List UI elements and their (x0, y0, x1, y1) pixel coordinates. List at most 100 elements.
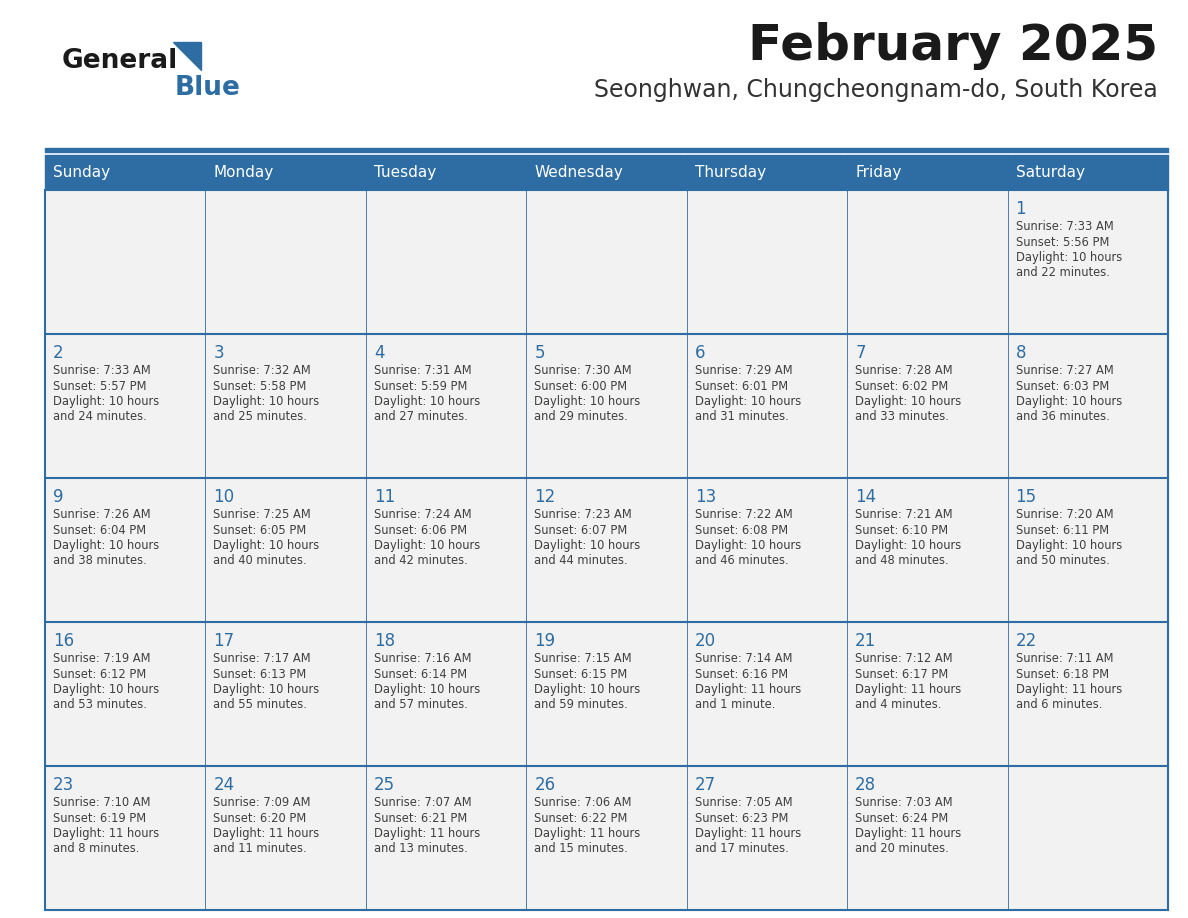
Text: 27: 27 (695, 776, 716, 794)
Text: Daylight: 10 hours: Daylight: 10 hours (214, 539, 320, 552)
Text: and 59 minutes.: and 59 minutes. (535, 699, 628, 711)
Text: Sunrise: 7:10 AM: Sunrise: 7:10 AM (53, 796, 151, 809)
Text: Sunset: 6:08 PM: Sunset: 6:08 PM (695, 523, 788, 536)
Text: and 13 minutes.: and 13 minutes. (374, 843, 468, 856)
Text: and 1 minute.: and 1 minute. (695, 699, 775, 711)
Text: 11: 11 (374, 488, 396, 506)
Text: 19: 19 (535, 632, 556, 650)
Text: 23: 23 (53, 776, 74, 794)
Text: and 6 minutes.: and 6 minutes. (1016, 699, 1102, 711)
Text: Sunset: 6:05 PM: Sunset: 6:05 PM (214, 523, 307, 536)
Text: Daylight: 11 hours: Daylight: 11 hours (535, 827, 640, 840)
Text: Sunrise: 7:09 AM: Sunrise: 7:09 AM (214, 796, 311, 809)
Text: Sunrise: 7:15 AM: Sunrise: 7:15 AM (535, 652, 632, 665)
Text: Sunrise: 7:22 AM: Sunrise: 7:22 AM (695, 508, 792, 521)
Text: Daylight: 10 hours: Daylight: 10 hours (855, 539, 961, 552)
Text: Sunrise: 7:05 AM: Sunrise: 7:05 AM (695, 796, 792, 809)
Text: Sunset: 6:24 PM: Sunset: 6:24 PM (855, 812, 948, 824)
Text: and 55 minutes.: and 55 minutes. (214, 699, 308, 711)
Text: Sunrise: 7:03 AM: Sunrise: 7:03 AM (855, 796, 953, 809)
Text: 12: 12 (535, 488, 556, 506)
Text: 22: 22 (1016, 632, 1037, 650)
Text: and 42 minutes.: and 42 minutes. (374, 554, 468, 567)
Text: Sunset: 5:57 PM: Sunset: 5:57 PM (53, 379, 146, 393)
Text: and 48 minutes.: and 48 minutes. (855, 554, 949, 567)
Text: Daylight: 10 hours: Daylight: 10 hours (214, 683, 320, 696)
Text: Sunset: 6:03 PM: Sunset: 6:03 PM (1016, 379, 1108, 393)
Text: Sunset: 5:59 PM: Sunset: 5:59 PM (374, 379, 467, 393)
Text: and 4 minutes.: and 4 minutes. (855, 699, 942, 711)
Text: and 24 minutes.: and 24 minutes. (53, 410, 147, 423)
Text: Daylight: 10 hours: Daylight: 10 hours (855, 395, 961, 408)
Text: Sunset: 6:18 PM: Sunset: 6:18 PM (1016, 667, 1108, 680)
Text: Sunrise: 7:32 AM: Sunrise: 7:32 AM (214, 364, 311, 377)
Text: Daylight: 10 hours: Daylight: 10 hours (1016, 395, 1121, 408)
Text: Sunset: 6:23 PM: Sunset: 6:23 PM (695, 812, 788, 824)
Text: Sunset: 6:13 PM: Sunset: 6:13 PM (214, 667, 307, 680)
Text: Sunrise: 7:33 AM: Sunrise: 7:33 AM (53, 364, 151, 377)
Text: Sunrise: 7:20 AM: Sunrise: 7:20 AM (1016, 508, 1113, 521)
Text: Saturday: Saturday (1016, 165, 1085, 180)
Text: and 27 minutes.: and 27 minutes. (374, 410, 468, 423)
Text: Sunset: 6:17 PM: Sunset: 6:17 PM (855, 667, 948, 680)
Text: Sunrise: 7:19 AM: Sunrise: 7:19 AM (53, 652, 151, 665)
Text: Sunset: 6:07 PM: Sunset: 6:07 PM (535, 523, 627, 536)
Text: 15: 15 (1016, 488, 1037, 506)
Text: Daylight: 11 hours: Daylight: 11 hours (695, 827, 801, 840)
Text: 16: 16 (53, 632, 74, 650)
Text: and 22 minutes.: and 22 minutes. (1016, 266, 1110, 279)
Text: 4: 4 (374, 344, 385, 362)
Text: Sunset: 6:02 PM: Sunset: 6:02 PM (855, 379, 948, 393)
Text: Sunrise: 7:26 AM: Sunrise: 7:26 AM (53, 508, 151, 521)
Text: Sunrise: 7:33 AM: Sunrise: 7:33 AM (1016, 220, 1113, 233)
Text: and 46 minutes.: and 46 minutes. (695, 554, 789, 567)
Text: Sunset: 5:56 PM: Sunset: 5:56 PM (1016, 236, 1108, 249)
Text: and 17 minutes.: and 17 minutes. (695, 843, 789, 856)
Text: Sunrise: 7:27 AM: Sunrise: 7:27 AM (1016, 364, 1113, 377)
Text: and 57 minutes.: and 57 minutes. (374, 699, 468, 711)
Text: Daylight: 10 hours: Daylight: 10 hours (535, 539, 640, 552)
Text: 24: 24 (214, 776, 234, 794)
Text: and 15 minutes.: and 15 minutes. (535, 843, 628, 856)
Text: and 11 minutes.: and 11 minutes. (214, 843, 307, 856)
Text: Sunset: 6:12 PM: Sunset: 6:12 PM (53, 667, 146, 680)
Text: 8: 8 (1016, 344, 1026, 362)
Text: Daylight: 11 hours: Daylight: 11 hours (214, 827, 320, 840)
Text: 6: 6 (695, 344, 706, 362)
Text: Sunrise: 7:17 AM: Sunrise: 7:17 AM (214, 652, 311, 665)
Text: Monday: Monday (214, 165, 273, 180)
Text: Daylight: 10 hours: Daylight: 10 hours (374, 539, 480, 552)
Text: and 50 minutes.: and 50 minutes. (1016, 554, 1110, 567)
Text: Sunset: 5:58 PM: Sunset: 5:58 PM (214, 379, 307, 393)
Text: 20: 20 (695, 632, 716, 650)
Text: Sunrise: 7:31 AM: Sunrise: 7:31 AM (374, 364, 472, 377)
Text: 18: 18 (374, 632, 394, 650)
Text: Thursday: Thursday (695, 165, 766, 180)
Text: Daylight: 10 hours: Daylight: 10 hours (695, 395, 801, 408)
Text: 28: 28 (855, 776, 877, 794)
Text: Daylight: 11 hours: Daylight: 11 hours (855, 683, 961, 696)
Text: Sunset: 6:14 PM: Sunset: 6:14 PM (374, 667, 467, 680)
Text: Daylight: 11 hours: Daylight: 11 hours (855, 827, 961, 840)
Text: Daylight: 10 hours: Daylight: 10 hours (535, 395, 640, 408)
Text: Sunset: 6:10 PM: Sunset: 6:10 PM (855, 523, 948, 536)
Text: Sunset: 6:06 PM: Sunset: 6:06 PM (374, 523, 467, 536)
Text: 3: 3 (214, 344, 225, 362)
Text: Daylight: 10 hours: Daylight: 10 hours (53, 683, 159, 696)
Text: and 36 minutes.: and 36 minutes. (1016, 410, 1110, 423)
Text: 17: 17 (214, 632, 234, 650)
Text: Sunday: Sunday (53, 165, 110, 180)
Text: Tuesday: Tuesday (374, 165, 436, 180)
Text: Sunset: 6:20 PM: Sunset: 6:20 PM (214, 812, 307, 824)
Text: Sunrise: 7:11 AM: Sunrise: 7:11 AM (1016, 652, 1113, 665)
Text: Wednesday: Wednesday (535, 165, 623, 180)
Text: and 44 minutes.: and 44 minutes. (535, 554, 628, 567)
Text: 1: 1 (1016, 200, 1026, 218)
Text: and 33 minutes.: and 33 minutes. (855, 410, 949, 423)
Text: February 2025: February 2025 (748, 22, 1158, 70)
Text: Sunset: 6:15 PM: Sunset: 6:15 PM (535, 667, 627, 680)
Text: Daylight: 10 hours: Daylight: 10 hours (214, 395, 320, 408)
Text: and 25 minutes.: and 25 minutes. (214, 410, 308, 423)
Text: Sunrise: 7:30 AM: Sunrise: 7:30 AM (535, 364, 632, 377)
Text: 26: 26 (535, 776, 556, 794)
